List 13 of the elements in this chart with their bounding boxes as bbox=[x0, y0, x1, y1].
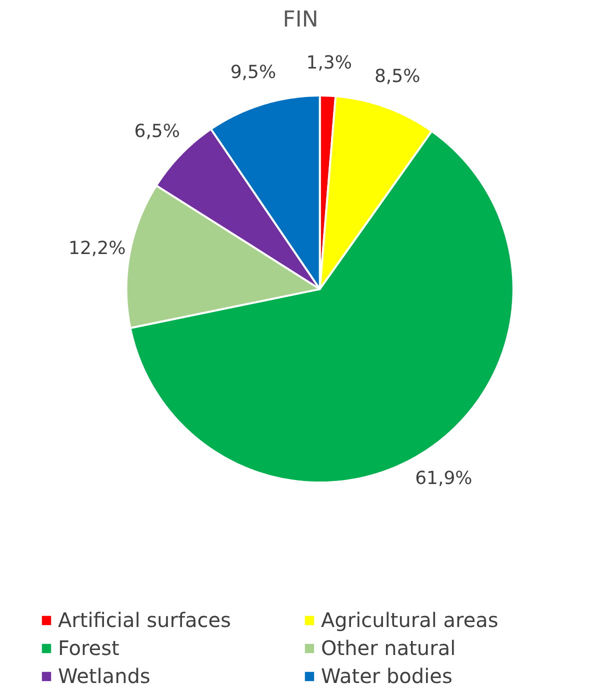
data-label: 6,5% bbox=[134, 121, 180, 142]
data-label: 9,5% bbox=[230, 62, 276, 84]
data-label: 12,2% bbox=[68, 238, 126, 259]
data-label: 8,5% bbox=[374, 66, 420, 87]
legend-label: Artificial surfaces bbox=[58, 608, 232, 632]
legend-label: Wetlands bbox=[58, 664, 152, 688]
data-label: 61,9% bbox=[415, 468, 472, 490]
legend-label: Forest bbox=[58, 636, 120, 660]
data-label: 1,3% bbox=[306, 52, 352, 74]
legend-label: Other natural bbox=[321, 636, 457, 660]
legend-label: Agricultural areas bbox=[321, 608, 500, 632]
chart-title: FIN bbox=[282, 8, 318, 32]
legend-label: Water bodies bbox=[321, 664, 454, 688]
